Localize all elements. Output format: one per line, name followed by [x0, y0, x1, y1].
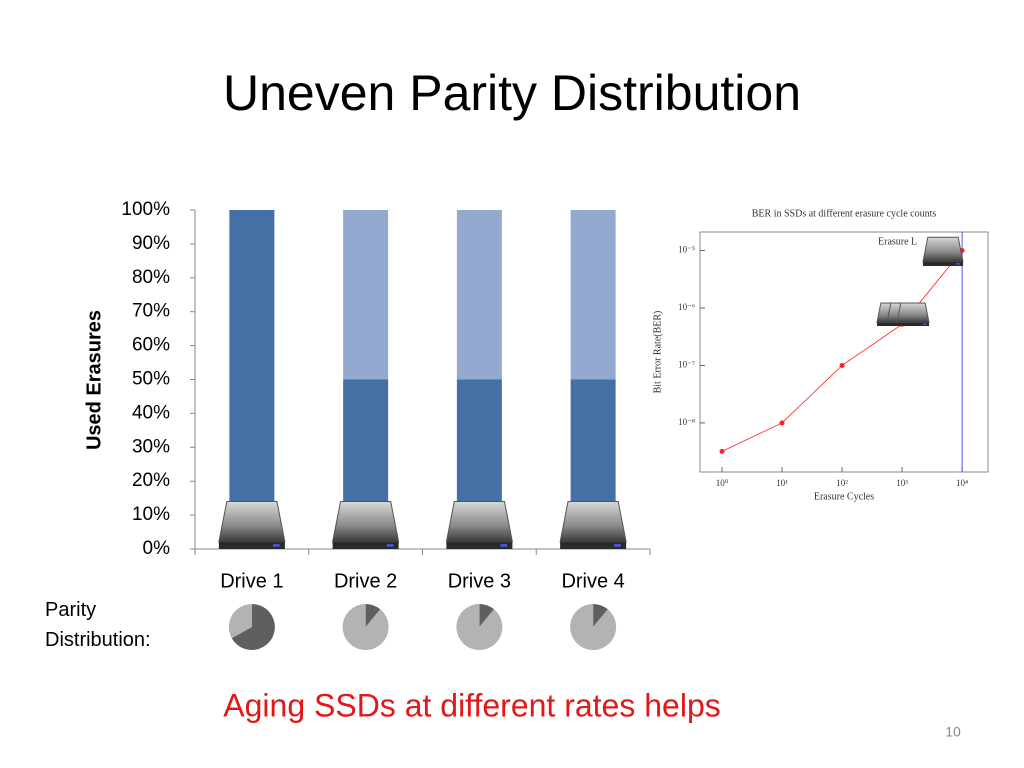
pie-slice	[479, 604, 495, 627]
x-tick-label: Drive 4	[561, 570, 624, 592]
x-tick-label: Drive 3	[448, 570, 511, 592]
x-tick-label: 10¹	[776, 478, 788, 488]
ssd-body	[445, 500, 513, 543]
ssd-base	[218, 541, 285, 549]
pie-slice	[570, 604, 617, 651]
bar	[343, 210, 389, 380]
ssd-base	[332, 541, 399, 549]
caption: Aging SSDs at different rates helps	[223, 687, 720, 723]
ssd-icon	[896, 302, 930, 326]
point	[779, 420, 785, 426]
pie-slice	[365, 604, 381, 627]
ssd-icon	[445, 500, 513, 549]
x-tick-label: Drive 2	[334, 570, 397, 592]
slide-title: Uneven Parity Distribution	[223, 65, 801, 121]
ssd-base	[446, 541, 513, 549]
pie-slice	[456, 604, 503, 651]
x-tick-label: Drive 1	[220, 570, 283, 592]
y-tick-label: 30%	[132, 436, 170, 457]
bar	[456, 210, 502, 380]
ssd-led	[500, 544, 508, 547]
ssd-icon	[922, 236, 964, 266]
y-tick-label: 10⁻⁶	[678, 302, 695, 312]
bar	[570, 210, 616, 380]
y-tick-label: 80%	[132, 267, 170, 288]
pie-slice	[342, 604, 389, 651]
pie-slice	[231, 604, 275, 651]
ssd-led	[386, 544, 394, 547]
x-tick-label: 10²	[836, 478, 848, 488]
bar	[229, 210, 275, 549]
ssd-body	[559, 500, 627, 543]
x-tick-label: 10⁴	[956, 478, 968, 488]
line-chart-title: BER in SSDs at different erasure cycle c…	[752, 208, 937, 219]
x-axis-label: Erasure Cycles	[814, 491, 874, 502]
ssd-icon	[218, 500, 286, 549]
y-tick-label: 20%	[132, 470, 170, 491]
ssd-body	[218, 500, 286, 543]
ssd-body	[922, 236, 964, 263]
y-axis-label: Used Erasures	[83, 310, 105, 450]
ssd-body	[332, 500, 400, 543]
point	[719, 448, 725, 454]
ssd-icon	[332, 500, 400, 549]
y-tick-label: 40%	[132, 402, 170, 423]
x-tick-label: 10⁰	[716, 478, 729, 488]
ssd-led	[614, 544, 621, 547]
ssd-base	[923, 261, 963, 266]
ssd-base	[897, 322, 929, 326]
y-tick-label: 0%	[143, 538, 171, 559]
y-tick-label: 10%	[132, 504, 170, 525]
y-tick-label: 50%	[132, 369, 170, 390]
plot-frame	[699, 231, 989, 473]
ssd-body	[896, 302, 930, 324]
annotation: Erasure L	[878, 236, 917, 247]
y-tick-label: 100%	[121, 199, 170, 220]
parity-label: Parity Distribution:	[45, 599, 151, 651]
x-tick-label: 10³	[896, 478, 908, 488]
ssd-led	[923, 323, 927, 325]
y-axis-label: Bit Error Rate(BER)	[652, 311, 663, 394]
y-tick-label: 10⁻⁸	[678, 417, 695, 427]
y-tick-label: 70%	[132, 301, 170, 322]
page-number: 10	[945, 724, 961, 740]
ssd-led	[955, 263, 960, 265]
ssd-led	[272, 544, 280, 547]
y-tick-label: 90%	[132, 233, 170, 254]
ssd-icon	[559, 500, 627, 549]
y-tick-label: 10⁻⁷	[678, 360, 695, 370]
point	[839, 362, 845, 368]
y-tick-label: 10⁻⁵	[678, 245, 695, 255]
y-tick-label: 60%	[132, 335, 170, 356]
pie-slice	[593, 604, 608, 627]
pie-slice	[228, 604, 252, 639]
ssd-base	[560, 541, 627, 549]
